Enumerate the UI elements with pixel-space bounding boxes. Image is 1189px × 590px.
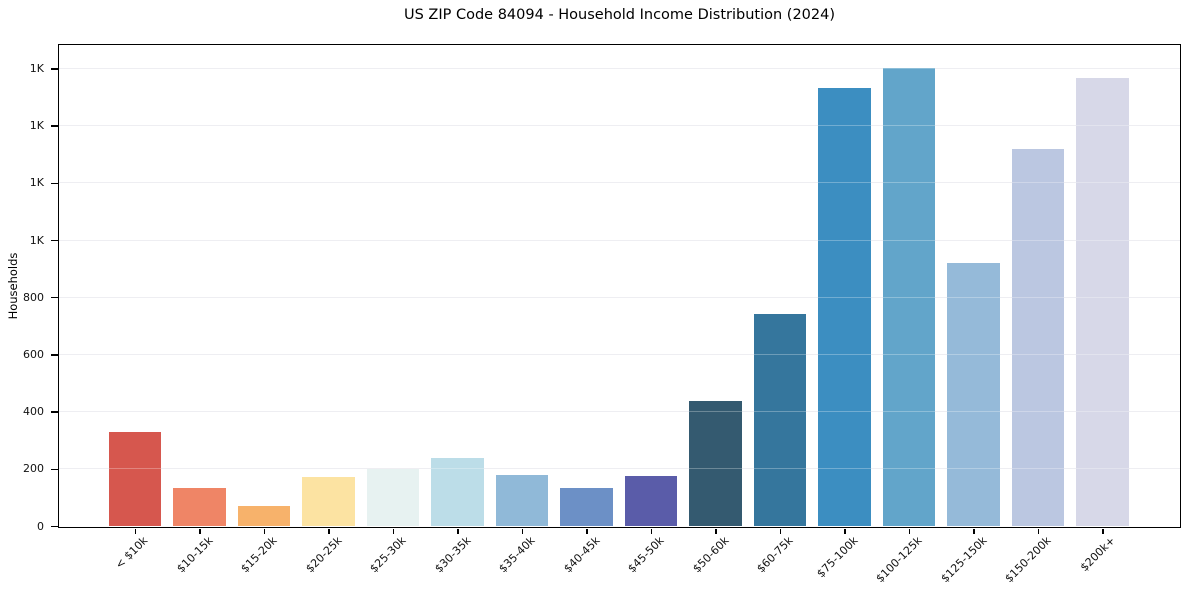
y-tick-label: 0 bbox=[37, 519, 44, 533]
plot-inner bbox=[59, 45, 1180, 527]
bar-$40-45k bbox=[560, 487, 613, 526]
x-tick-label: $100-125k bbox=[873, 534, 925, 586]
gridline-overlay bbox=[59, 353, 1180, 355]
gridline bbox=[59, 296, 1180, 298]
gridline bbox=[59, 353, 1180, 355]
bar-$150-200k bbox=[1011, 148, 1065, 526]
x-tick-mark bbox=[199, 528, 201, 534]
x-tick-label: $125-150k bbox=[938, 534, 990, 586]
x-tick-label: $200k+ bbox=[1078, 534, 1119, 575]
bar-$75-100k bbox=[818, 88, 871, 526]
bar-< $10k bbox=[108, 431, 162, 526]
bar-$45-50k bbox=[624, 475, 678, 526]
bar-$20-25k bbox=[302, 477, 355, 526]
gridline-overlay bbox=[59, 411, 1180, 413]
x-tick-mark bbox=[586, 528, 588, 534]
y-tick-mark bbox=[51, 239, 58, 242]
x-tick-mark bbox=[844, 528, 846, 534]
bar-$200k+ bbox=[1076, 78, 1129, 526]
y-tick-label: 800 bbox=[23, 290, 44, 304]
gridline-overlay bbox=[59, 125, 1180, 127]
bar-$60-75k bbox=[753, 314, 807, 526]
x-tick-label: $10-15k bbox=[173, 534, 216, 576]
bar-$50-60k bbox=[689, 401, 742, 526]
bar-$100-125k bbox=[882, 68, 936, 526]
chart-title: US ZIP Code 84094 - Household Income Dis… bbox=[403, 7, 836, 23]
gridline bbox=[59, 411, 1180, 413]
x-tick-mark bbox=[134, 528, 137, 534]
x-tick-label: < $10k bbox=[113, 534, 151, 572]
x-tick-mark bbox=[650, 528, 653, 534]
bar-$15-20k bbox=[237, 505, 291, 526]
y-tick-mark bbox=[51, 182, 58, 185]
x-tick-mark bbox=[1037, 528, 1040, 534]
x-tick-label: $75-100k bbox=[813, 534, 861, 581]
x-tick-label: $60-75k bbox=[754, 534, 796, 576]
y-tick-label: 400 bbox=[23, 405, 44, 419]
x-tick-label: $35-40k bbox=[496, 534, 538, 576]
x-tick-mark bbox=[779, 528, 782, 534]
bar-$10-15k bbox=[173, 487, 226, 526]
gridline bbox=[59, 182, 1180, 184]
bar-$25-30k bbox=[366, 469, 420, 526]
x-tick-mark bbox=[973, 528, 975, 534]
bar-$125-150k bbox=[947, 262, 1000, 526]
x-tick-mark bbox=[908, 528, 911, 534]
x-tick-label: $30-35k bbox=[431, 534, 474, 576]
x-tick-mark bbox=[1102, 528, 1104, 534]
gridline bbox=[59, 125, 1180, 127]
x-tick-label: $40-45k bbox=[560, 534, 603, 576]
y-tick-mark bbox=[51, 468, 58, 471]
gridline bbox=[59, 468, 1180, 470]
y-tick-label: 200 bbox=[23, 462, 44, 476]
gridline-overlay bbox=[59, 468, 1180, 470]
gridline bbox=[59, 67, 1180, 69]
x-tick-label: $45-50k bbox=[625, 534, 667, 576]
x-tick-label: $150-200k bbox=[1002, 534, 1054, 586]
x-tick-label: $15-20k bbox=[238, 534, 280, 576]
x-tick-mark bbox=[521, 528, 524, 534]
y-tick-label: 1K bbox=[29, 119, 44, 133]
x-tick-mark bbox=[457, 528, 459, 534]
x-tick-mark bbox=[392, 528, 395, 534]
gridline-overlay bbox=[59, 239, 1180, 241]
y-tick-mark bbox=[51, 525, 58, 528]
y-tick-label: 1K bbox=[29, 233, 44, 247]
y-tick-mark bbox=[51, 411, 58, 413]
plot-area bbox=[58, 44, 1181, 528]
y-tick-mark bbox=[51, 125, 58, 127]
gridline-overlay bbox=[59, 67, 1180, 69]
gridline-overlay bbox=[59, 182, 1180, 184]
x-tick-mark bbox=[715, 528, 717, 534]
bar-$30-35k bbox=[431, 457, 484, 526]
y-tick-label: 1K bbox=[29, 176, 44, 190]
gridline-overlay bbox=[59, 296, 1180, 298]
y-tick-label: 1K bbox=[29, 61, 44, 75]
y-tick-mark bbox=[51, 68, 58, 70]
x-tick-label: $20-25k bbox=[302, 534, 345, 576]
y-tick-label: 600 bbox=[23, 347, 44, 361]
bar-$35-40k bbox=[495, 474, 549, 526]
y-axis-label: Households bbox=[6, 252, 20, 320]
gridline bbox=[59, 239, 1180, 241]
x-tick-mark bbox=[328, 528, 330, 534]
x-tick-label: $50-60k bbox=[689, 534, 732, 576]
y-tick-mark bbox=[51, 354, 58, 356]
x-tick-mark bbox=[263, 528, 266, 534]
x-tick-label: $25-30k bbox=[367, 534, 409, 576]
y-tick-mark bbox=[51, 296, 58, 299]
